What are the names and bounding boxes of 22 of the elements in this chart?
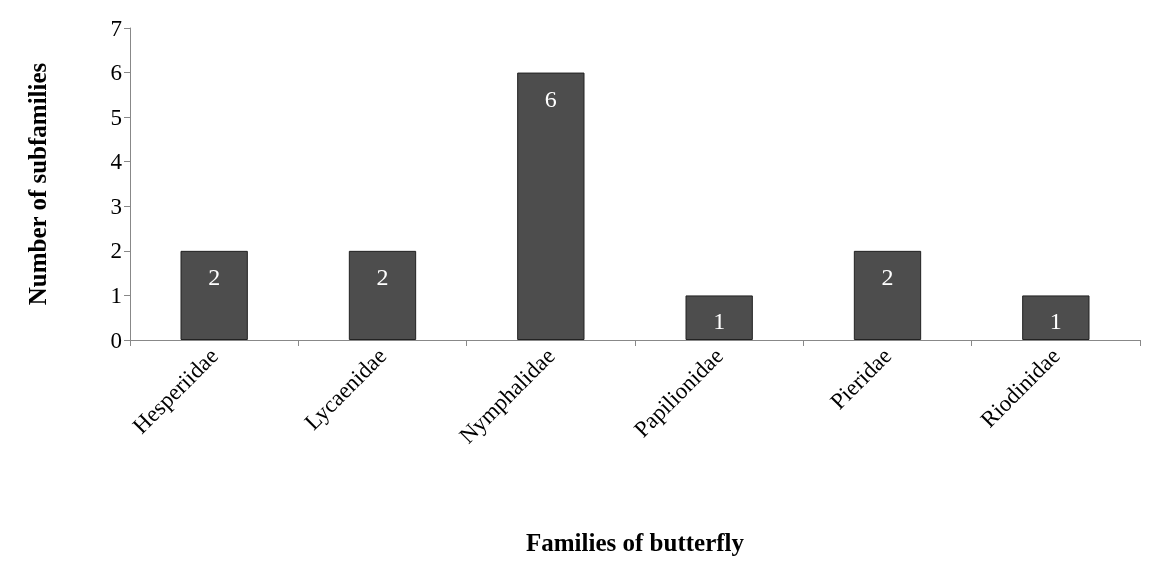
y-tick-label: 7 [110, 15, 122, 41]
bar [180, 250, 248, 340]
y-tick-label: 5 [110, 104, 122, 130]
data-label: 6 [544, 85, 557, 112]
y-tick-label: 0 [110, 327, 122, 353]
x-axis-title: Families of butterfly [525, 529, 745, 556]
y-tick-label: 3 [110, 193, 122, 219]
y-axis-title: Number of subfamilies [24, 62, 51, 306]
data-label: 2 [208, 263, 221, 290]
bar [348, 250, 417, 340]
data-label: 1 [713, 308, 726, 335]
bar [853, 250, 922, 340]
y-tick-label: 6 [110, 60, 122, 86]
y-tick-label: 2 [110, 238, 122, 264]
y-tick-label: 4 [110, 149, 123, 175]
y-tick-label: 1 [110, 282, 122, 308]
bar [1022, 295, 1090, 340]
bar [517, 72, 585, 340]
data-label: 2 [881, 263, 894, 290]
bar [685, 295, 753, 340]
data-label: 2 [376, 263, 389, 290]
data-label: 1 [1049, 308, 1062, 335]
